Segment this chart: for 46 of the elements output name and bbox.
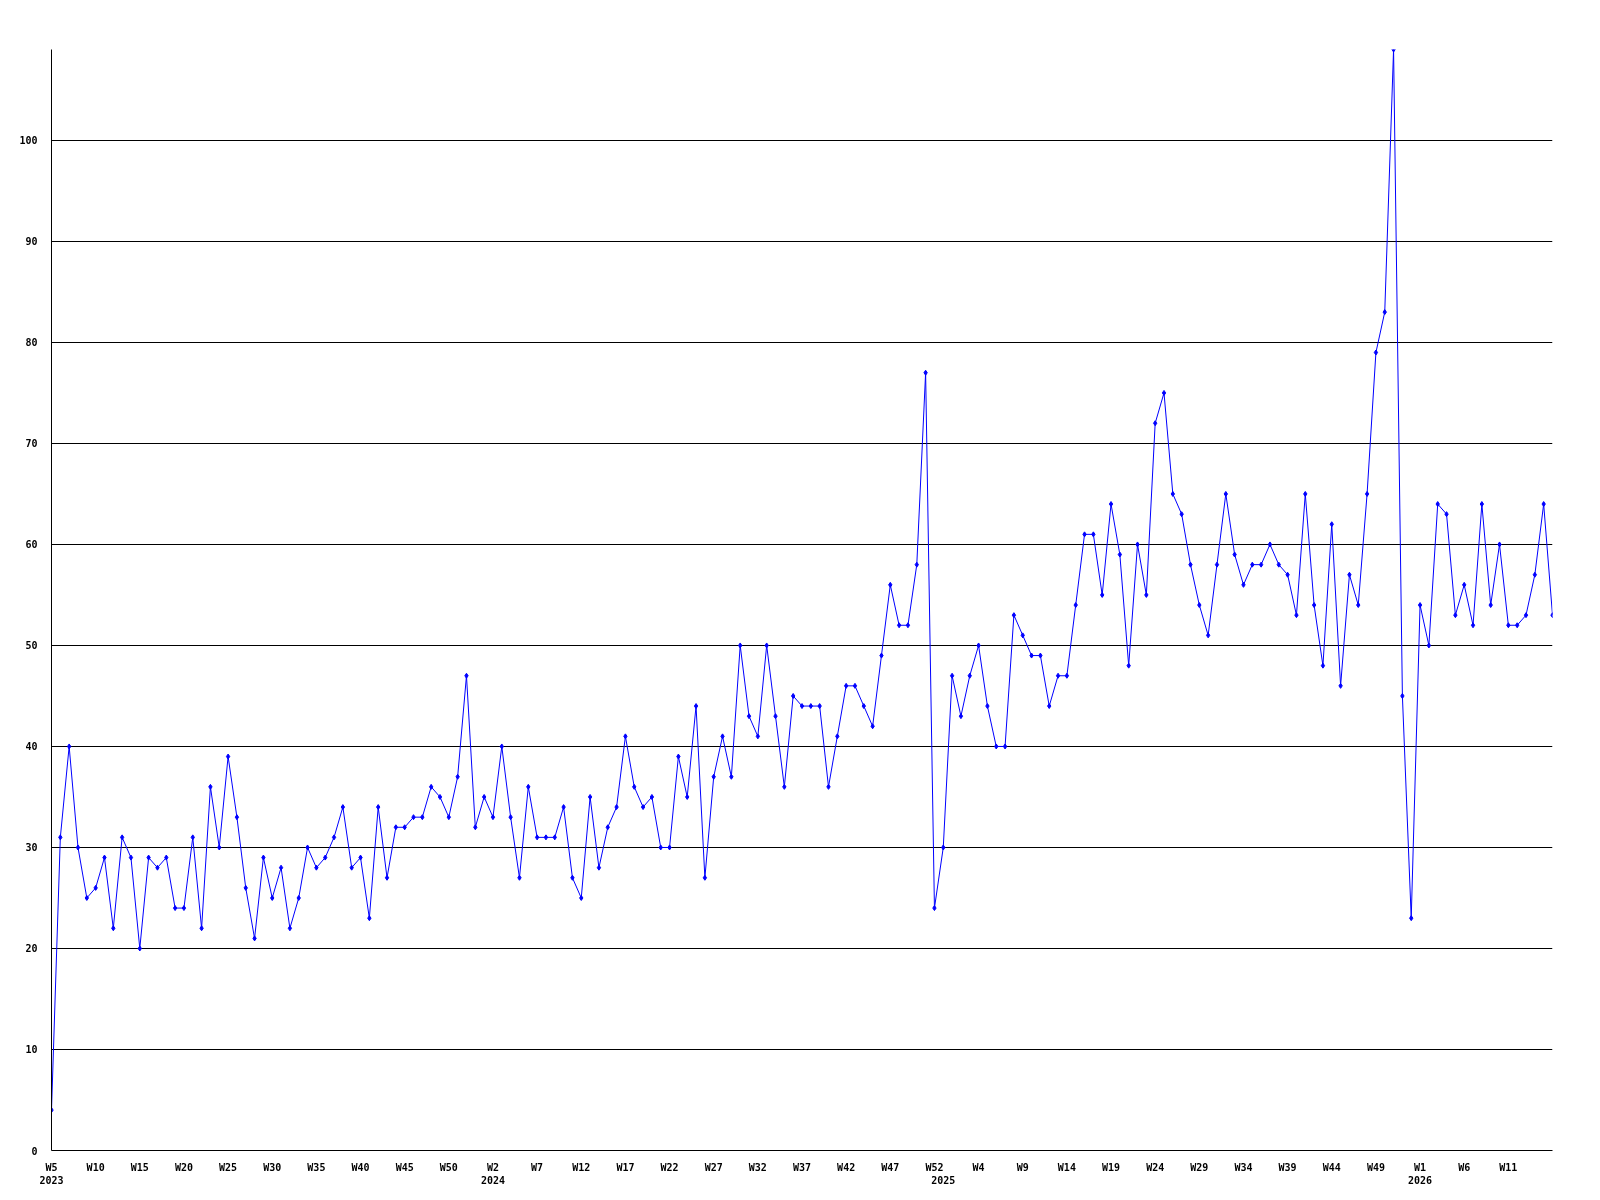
x-tick-label: W35 xyxy=(307,1161,326,1173)
x-tick-label: W20 xyxy=(174,1161,193,1173)
y-tick-label: 100 xyxy=(19,135,38,147)
x-tick-label: W40 xyxy=(351,1161,370,1173)
x-tick-label: W10 xyxy=(86,1161,105,1173)
x-tick-label: W11 xyxy=(1499,1161,1518,1173)
x-tick-label: W25 xyxy=(219,1161,238,1173)
x-tick-label: W6 xyxy=(1458,1161,1471,1173)
x-tick-label: W14 xyxy=(1057,1161,1076,1173)
x-tick-label: W9 xyxy=(1016,1161,1029,1173)
y-tick-label: 60 xyxy=(25,539,38,551)
y-tick-label: 50 xyxy=(25,640,38,652)
x-tick-label: W32 xyxy=(748,1161,767,1173)
x-tick-label: W30 xyxy=(263,1161,282,1173)
x-tick-label: W34 xyxy=(1234,1161,1253,1173)
x-tick-label: W2 2024 xyxy=(480,1161,506,1186)
y-tick-label: 20 xyxy=(25,943,38,955)
x-tick-label: W44 xyxy=(1322,1161,1341,1173)
x-tick-label: W50 xyxy=(439,1161,458,1173)
x-tick-label: W24 xyxy=(1146,1161,1165,1173)
y-tick-label: 10 xyxy=(25,1044,38,1056)
y-tick-label: 40 xyxy=(25,741,38,753)
x-tick-label: W42 xyxy=(837,1161,856,1173)
y-tick-label: 30 xyxy=(25,842,38,854)
x-tick-label: W29 xyxy=(1190,1161,1209,1173)
y-tick-label: 0 xyxy=(31,1145,38,1157)
x-tick-label: W19 xyxy=(1102,1161,1121,1173)
x-tick-label: W12 xyxy=(572,1161,591,1173)
y-tick-label: 90 xyxy=(25,236,38,248)
x-tick-label: W37 xyxy=(792,1161,812,1173)
x-tick-label: 2025 xyxy=(931,1174,956,1186)
y-tick-label: 70 xyxy=(25,438,38,450)
x-tick-label: W52 xyxy=(925,1161,944,1173)
x-tick-label: W15 xyxy=(130,1161,149,1173)
x-tick-label: W47 xyxy=(881,1161,900,1173)
x-tick-label: W45 xyxy=(395,1161,414,1173)
x-tick-label: W22 xyxy=(660,1161,679,1173)
x-tick-label: W4 xyxy=(972,1161,985,1173)
x-tick-label: W1 2026 xyxy=(1408,1161,1433,1186)
x-tick-label: W5 2023 xyxy=(39,1161,64,1186)
x-tick-label: W17 xyxy=(616,1161,635,1173)
x-tick-label: W39 xyxy=(1278,1161,1297,1173)
x-tick-label: W27 xyxy=(704,1161,723,1173)
y-tick-label: 80 xyxy=(25,337,38,349)
x-tick-label: W7 xyxy=(531,1161,544,1173)
x-tick-label: W49 xyxy=(1366,1161,1385,1173)
